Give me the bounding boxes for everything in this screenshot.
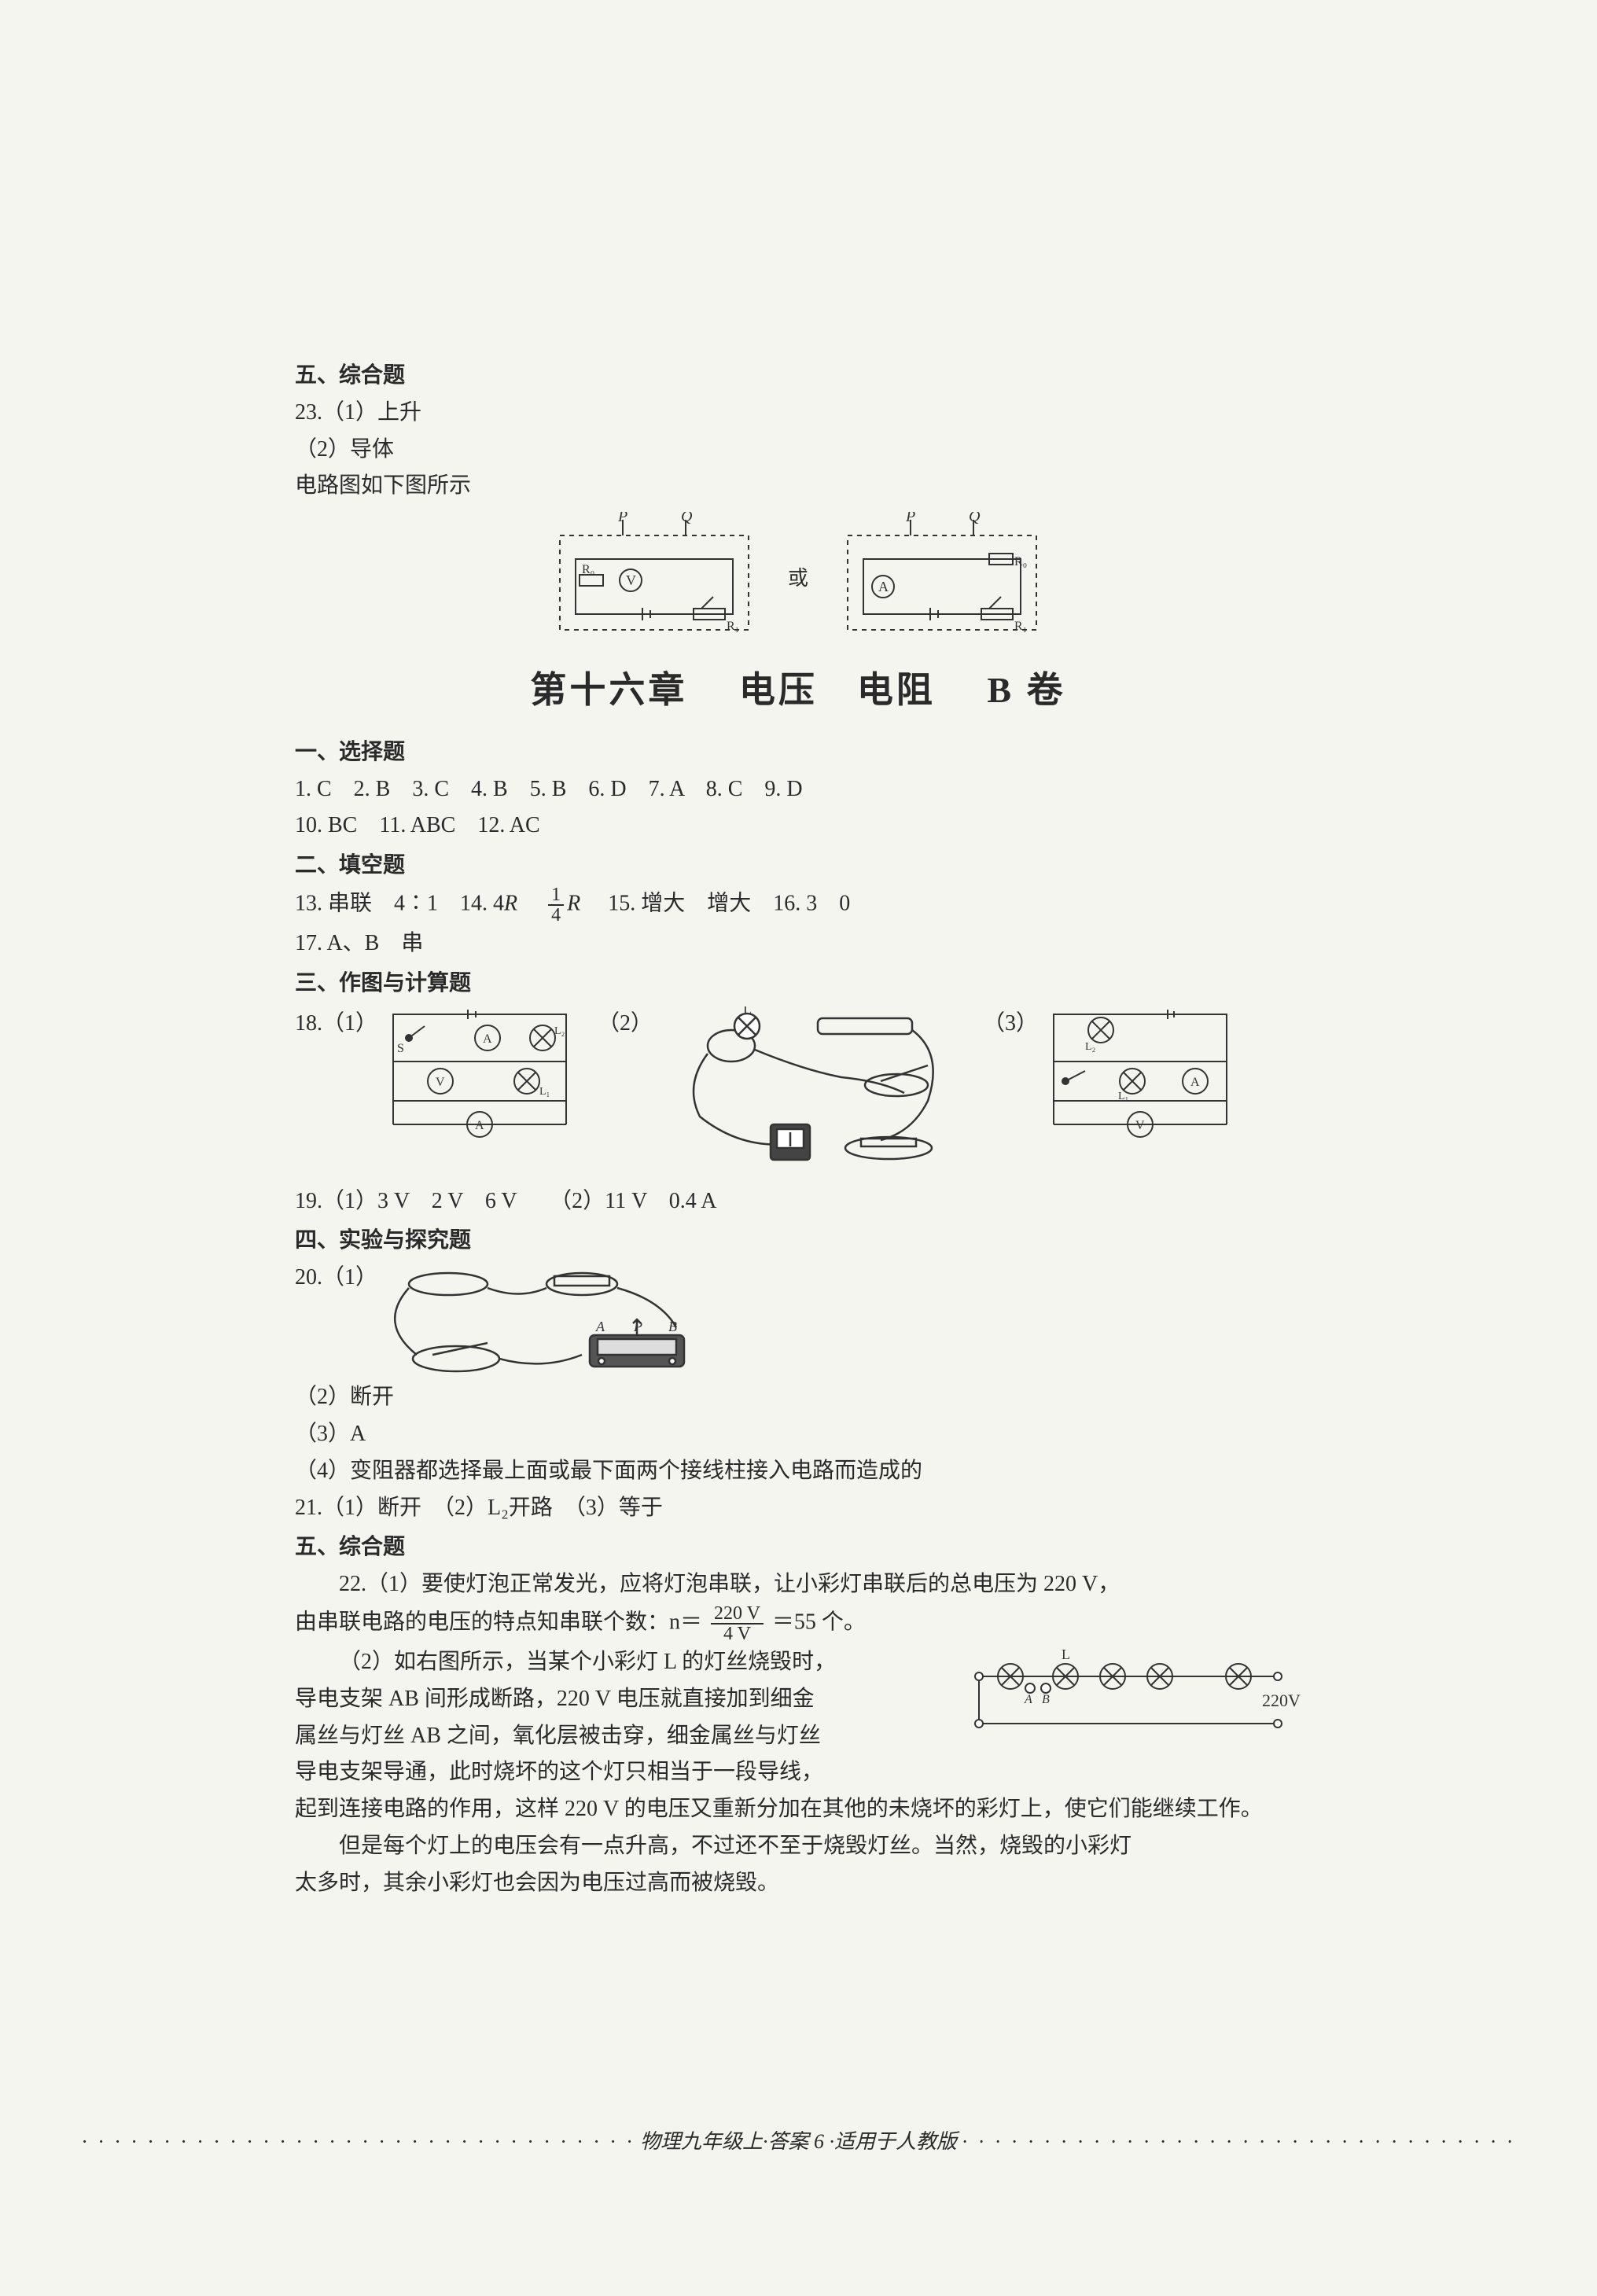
q13-R1: R — [504, 891, 517, 915]
q22-wrap: （2）如右图所示，当某个小彩灯 L 的灯丝烧毁时， 导电支架 AB 间形成断路，… — [295, 1645, 1301, 1790]
circuit-diagram-1: V R₀ R₁ P Q — [544, 512, 764, 646]
svg-text:R₁: R₁ — [1014, 620, 1027, 633]
svg-text:220V: 220V — [1262, 1691, 1301, 1710]
q18-2: （2） — [598, 1006, 653, 1042]
svg-text:B: B — [1042, 1693, 1050, 1706]
svg-text:L: L — [1062, 1647, 1070, 1662]
q18-diagram-1: S A L₂ V L₁ A — [385, 1006, 574, 1140]
frac-den: 4 — [548, 906, 564, 925]
q20-2: （2）断开 — [295, 1380, 1301, 1415]
svg-text:P: P — [617, 512, 627, 525]
svg-text:L: L — [743, 1006, 752, 1017]
svg-text:L₂: L₂ — [554, 1025, 565, 1037]
q22-frac-den: 4 V — [711, 1624, 764, 1643]
svg-text:V: V — [436, 1076, 445, 1089]
q18-row: 18.（1） S A L₂ V L₁ A （2） — [295, 1006, 1301, 1179]
q22-1b: 由串联电路的电压的特点知串联个数：n＝ 220 V 4 V ＝55 个。 — [295, 1604, 1301, 1643]
svg-text:A: A — [483, 1032, 492, 1046]
q22-text: （2）如右图所示，当某个小彩灯 L 的灯丝烧毁时， 导电支架 AB 间形成断路，… — [295, 1645, 940, 1790]
q19: 19.（1）3 V 2 V 6 V （2）11 V 0.4 A — [295, 1184, 1301, 1220]
q23-2: （2）导体 — [295, 432, 1301, 468]
q20-diagram: A P B — [385, 1260, 723, 1378]
q22-2d: 导电支架导通，此时烧坏的这个灯只相当于一段导线， — [295, 1755, 940, 1790]
svg-text:A: A — [475, 1119, 484, 1132]
svg-text:L₁: L₁ — [1118, 1091, 1128, 1102]
chapter-suffix: 卷 — [1027, 670, 1066, 710]
mc-line2: 10. BC 11. ABC 12. AC — [295, 808, 1301, 844]
svg-text:L₁: L₁ — [539, 1086, 550, 1098]
q22-1b-b: ＝55 个。 — [772, 1610, 866, 1634]
q22-frac-num: 220 V — [711, 1604, 764, 1624]
q20-1: 20.（1） — [295, 1260, 377, 1296]
q23-3: 电路图如下图所示 — [295, 469, 1301, 504]
footer-dots-r: · · · · · · · · · · · · · · · · · · · · … — [962, 2130, 1516, 2153]
svg-text:A: A — [1190, 1076, 1200, 1089]
q22-1: 22.（1）要使灯泡正常发光，应将灯泡串联，让小彩灯串联后的总电压为 220 V… — [295, 1567, 1301, 1602]
svg-text:V: V — [626, 572, 636, 588]
page-content: 五、综合题 23.（1）上升 （2）导体 电路图如下图所示 V R₀ R₁ — [295, 354, 1301, 1903]
q22-3b: 太多时，其余小彩灯也会因为电压过高而被烧毁。 — [295, 1866, 1301, 1901]
section1-title: 一、选择题 — [295, 735, 1301, 771]
fraction-1-4: 1 4 — [548, 885, 564, 925]
q20-3: （3）A — [295, 1417, 1301, 1452]
svg-text:L₂: L₂ — [1085, 1041, 1096, 1053]
svg-text:Q: Q — [969, 512, 981, 525]
svg-text:P: P — [905, 512, 915, 525]
svg-text:S: S — [397, 1042, 404, 1055]
section2-title: 二、填空题 — [295, 848, 1301, 884]
q18-3: （3） — [983, 1006, 1038, 1042]
svg-text:V: V — [1135, 1119, 1145, 1132]
q22-2b: 导电支架 AB 间形成断路，220 V 电压就直接加到细金 — [295, 1682, 940, 1717]
frac-num: 1 — [548, 885, 564, 906]
q17: 17. A、B 串 — [295, 926, 1301, 962]
svg-text:R₀: R₀ — [1014, 555, 1027, 568]
q18-label: 18.（1） — [295, 1006, 377, 1042]
svg-text:B: B — [668, 1319, 677, 1334]
q18-diagram-3: L₂ L₁ A V — [1046, 1006, 1235, 1140]
footer-dots-l: · · · · · · · · · · · · · · · · · · · · … — [82, 2130, 635, 2153]
section4-title: 四、实验与探究题 — [295, 1223, 1301, 1259]
q22-2e: 起到连接电路的作用，这样 220 V 的电压又重新分加在其他的未烧坏的彩灯上，使… — [295, 1792, 1301, 1827]
chapter-letter: B — [987, 670, 1014, 710]
q20-1-row: 20.（1） A P B — [295, 1260, 1301, 1378]
q22-2c: 属丝与灯丝 AB 之间，氧化层被击穿，细金属丝与灯丝 — [295, 1719, 940, 1754]
page-footer: · · · · · · · · · · · · · · · · · · · · … — [0, 2125, 1597, 2154]
footer-text: 物理九年级上·答案 6 ·适用于人教版 — [640, 2130, 957, 2153]
q21: 21.（1）断开 （2）L₂开路 （3）等于 — [295, 1491, 1301, 1526]
circuit-diagram-2: A R₀ R₁ P Q — [832, 512, 1052, 646]
q13-a: 13. 串联 4∶1 14. 4 — [295, 891, 504, 915]
chapter-title: 第十六章 电压 电阻 B 卷 — [295, 661, 1301, 719]
svg-text:A: A — [1024, 1693, 1032, 1706]
mc-line1: 1. C 2. B 3. C 4. B 5. B 6. D 7. A 8. C … — [295, 772, 1301, 808]
svg-text:R₁: R₁ — [727, 620, 739, 633]
or-label: 或 — [788, 562, 808, 595]
section5-title: 五、综合题 — [295, 359, 1301, 394]
q20-4: （4）变阻器都选择最上面或最下面两个接线柱接入电路而造成的 — [295, 1454, 1301, 1489]
q22-2a: （2）如右图所示，当某个小彩灯 L 的灯丝烧毁时， — [295, 1645, 940, 1680]
svg-text:R₀: R₀ — [582, 563, 594, 576]
q22-3a: 但是每个灯上的电压会有一点升高，不过还不至于烧毁灯丝。当然，烧毁的小彩灯 — [295, 1829, 1301, 1864]
q18-diagram-2: L — [661, 1006, 959, 1179]
q22-fraction: 220 V 4 V — [711, 1604, 764, 1643]
q13-line: 13. 串联 4∶1 14. 4R 1 4 R 15. 增大 增大 16. 3 … — [295, 885, 1301, 925]
q22-diagram: L A B 220V — [963, 1645, 1301, 1747]
chapter-mid: 电压 电阻 — [739, 670, 936, 710]
q23-circuits: V R₀ R₁ P Q 或 A R₀ — [295, 512, 1301, 646]
svg-text:A: A — [595, 1319, 605, 1334]
q23-1: 23.（1）上升 — [295, 396, 1301, 431]
svg-text:Q: Q — [681, 512, 693, 525]
section5b-title: 五、综合题 — [295, 1530, 1301, 1566]
q13-R2: R — [567, 891, 580, 915]
q22-1b-a: 由串联电路的电压的特点知串联个数：n＝ — [295, 1610, 702, 1634]
svg-text:A: A — [878, 579, 889, 594]
section3-title: 三、作图与计算题 — [295, 966, 1301, 1002]
chapter-prefix: 第十六章 — [530, 670, 687, 710]
q15: 15. 增大 增大 16. 3 0 — [586, 891, 850, 915]
